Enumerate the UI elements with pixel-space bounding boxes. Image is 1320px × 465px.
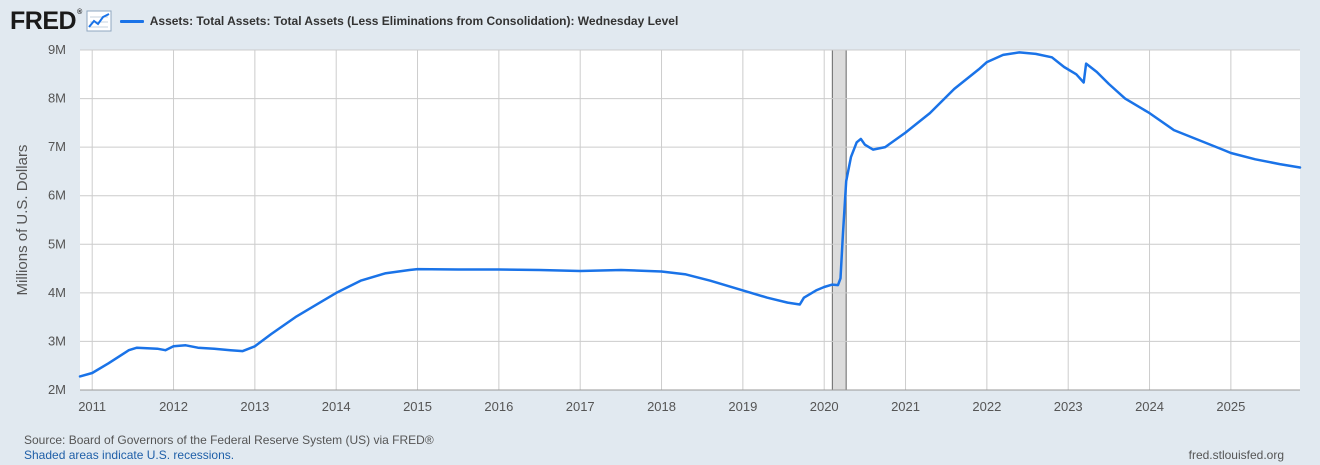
x-tick-label-2013: 2013 <box>240 399 269 414</box>
grid-layer <box>80 49 1300 391</box>
x-tick-label-2024: 2024 <box>1135 399 1164 414</box>
x-tick-label-2019: 2019 <box>728 399 757 414</box>
y-axis: 2M 3M 4M 5M 6M 7M 8M 9M <box>48 42 66 397</box>
y-tick-label-3: 3M <box>48 333 66 348</box>
fred-url-link[interactable]: fred.stlouisfed.org <box>1188 448 1284 462</box>
y-tick-label-8: 8M <box>48 91 66 106</box>
x-tick-label-2018: 2018 <box>647 399 676 414</box>
plot-area <box>80 50 1300 390</box>
y-tick-label-7: 7M <box>48 139 66 154</box>
y-axis-label: Millions of U.S. Dollars <box>14 145 31 296</box>
chart-header: FRED® Assets: Total Assets: Total Assets… <box>10 6 1310 36</box>
y-tick-label-4: 4M <box>48 285 66 300</box>
source-note: Source: Board of Governors of the Federa… <box>24 433 434 447</box>
fred-logo[interactable]: FRED® <box>10 6 82 35</box>
series-title: Assets: Total Assets: Total Assets (Less… <box>149 14 679 28</box>
x-tick-label-2022: 2022 <box>972 399 1001 414</box>
graph-icon[interactable] <box>86 10 112 32</box>
x-tick-label-2015: 2015 <box>403 399 432 414</box>
x-tick-label-2021: 2021 <box>891 399 920 414</box>
x-tick-label-2023: 2023 <box>1054 399 1083 414</box>
series-legend[interactable]: Assets: Total Assets: Total Assets (Less… <box>119 14 679 28</box>
logo-text: FRED <box>10 6 77 35</box>
series-layer <box>78 51 1302 378</box>
x-tick-label-2016: 2016 <box>484 399 513 414</box>
y-tick-label-2: 2M <box>48 382 66 397</box>
x-tick-label-2020: 2020 <box>810 399 839 414</box>
y-tick-label-6: 6M <box>48 188 66 203</box>
series-line-0 <box>78 51 1302 378</box>
recession-note-link[interactable]: Shaded areas indicate U.S. recessions. <box>24 448 235 462</box>
y-tick-label-5: 5M <box>48 236 66 251</box>
x-tick-label-2011: 2011 <box>78 399 106 414</box>
logo-registered-mark: ® <box>77 8 82 16</box>
x-axis: 2011 2012 2013 2014 2015 2016 2017 2018 2019 2020… <box>78 389 1300 414</box>
x-tick-label-2017: 2017 <box>566 399 595 414</box>
x-tick-label-2012: 2012 <box>159 399 188 414</box>
x-tick-label-2014: 2014 <box>322 399 351 414</box>
legend-line-swatch <box>119 19 144 23</box>
y-tick-label-9: 9M <box>48 42 66 57</box>
x-tick-label-2025: 2025 <box>1216 399 1245 414</box>
